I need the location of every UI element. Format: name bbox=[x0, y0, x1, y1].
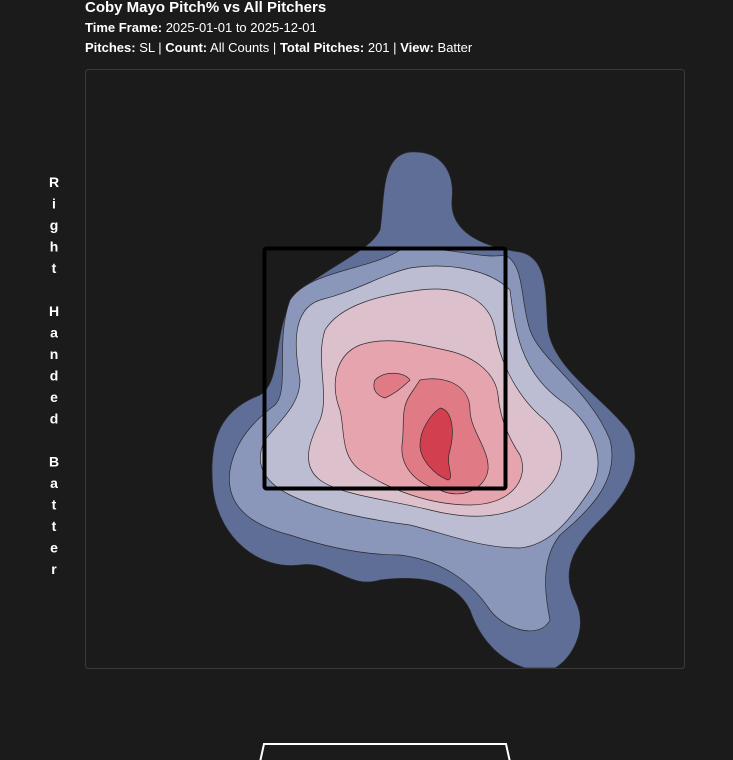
filter-value: All Counts bbox=[210, 40, 270, 55]
separator: | bbox=[158, 40, 162, 55]
filter-label: View: bbox=[400, 40, 434, 55]
filter-value: 201 bbox=[367, 40, 390, 55]
separator: | bbox=[393, 40, 397, 55]
filter-label: Pitches: bbox=[85, 40, 136, 55]
time-frame: Time Frame: 2025-01-01 to 2025-12-01 bbox=[85, 18, 472, 38]
separator: | bbox=[272, 40, 277, 55]
filter-label: Count: bbox=[165, 40, 208, 55]
header: Coby Mayo Pitch% vs All Pitchers Time Fr… bbox=[85, 0, 472, 58]
label: Time Frame: bbox=[85, 20, 163, 35]
strike-zone bbox=[262, 246, 508, 491]
value: 2025-01-01 to 2025-12-01 bbox=[165, 20, 317, 35]
contours bbox=[211, 151, 636, 669]
filter-value: Batter bbox=[437, 40, 473, 55]
filters: Pitches: SL | Count: All Counts | Total … bbox=[85, 38, 472, 58]
filter-label: Total Pitches: bbox=[279, 40, 365, 55]
home-plate bbox=[259, 743, 511, 760]
title: Coby Mayo Pitch% vs All Pitchers bbox=[85, 0, 327, 16]
filter-value: SL bbox=[139, 40, 155, 55]
side-label: Right Handed Batter bbox=[46, 174, 62, 583]
